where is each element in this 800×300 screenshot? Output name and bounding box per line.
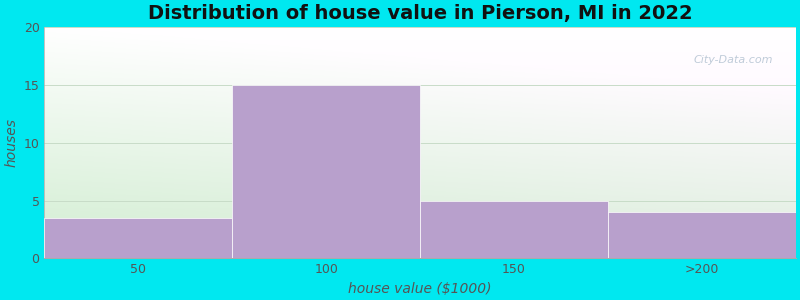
Text: City-Data.com: City-Data.com [694, 55, 774, 65]
Bar [420, 201, 608, 258]
Bar [232, 85, 420, 258]
Bar [45, 218, 232, 258]
Bar [608, 212, 796, 258]
X-axis label: house value ($1000): house value ($1000) [348, 282, 492, 296]
Y-axis label: houses: houses [4, 118, 18, 167]
Title: Distribution of house value in Pierson, MI in 2022: Distribution of house value in Pierson, … [148, 4, 693, 23]
